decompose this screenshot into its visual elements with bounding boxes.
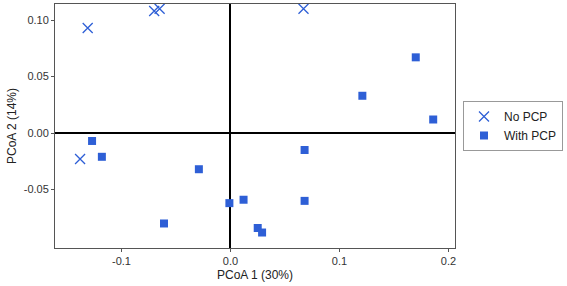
svg-text:No PCP: No PCP — [504, 110, 547, 124]
svg-text:0.10: 0.10 — [27, 14, 48, 26]
svg-text:-0.1: -0.1 — [112, 255, 131, 267]
svg-text:0.00: 0.00 — [27, 127, 48, 139]
svg-text:0.2: 0.2 — [441, 255, 456, 267]
svg-text:0.1: 0.1 — [332, 255, 347, 267]
svg-text:-0.05: -0.05 — [24, 183, 49, 195]
svg-text:PCoA 2 (14%): PCoA 2 (14%) — [5, 88, 19, 164]
svg-text:With PCP: With PCP — [504, 129, 556, 143]
svg-text:0.05: 0.05 — [27, 70, 48, 82]
svg-text:PCoA 1 (30%): PCoA 1 (30%) — [217, 268, 293, 282]
svg-text:0.0: 0.0 — [223, 255, 238, 267]
